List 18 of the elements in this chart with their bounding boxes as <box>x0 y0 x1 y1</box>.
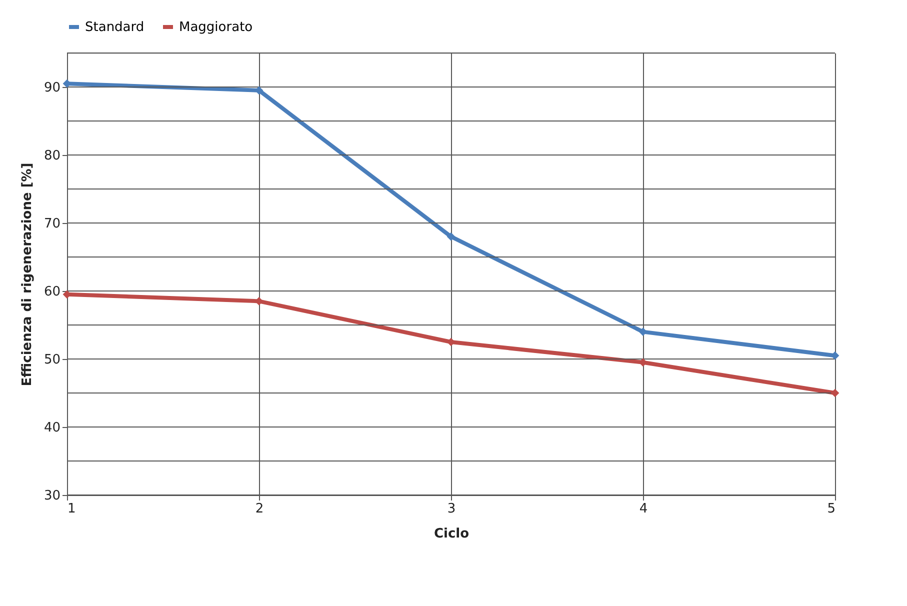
y-tick-label: 30 <box>44 488 60 504</box>
x-tick-label: 5 <box>827 502 836 516</box>
y-tick-label: 40 <box>44 420 60 436</box>
x-axis-title: Ciclo <box>434 526 470 542</box>
y-tick-label: 80 <box>44 148 60 164</box>
point <box>830 388 840 398</box>
y-tick-label: 70 <box>44 216 60 232</box>
x-tick-label: 1 <box>68 502 76 516</box>
y-tick-label: 90 <box>44 80 60 96</box>
y-tick-label: 50 <box>44 352 60 368</box>
legend-label: Maggiorato <box>179 20 253 35</box>
x-tick-label: 4 <box>639 502 648 516</box>
x-tick-label: 2 <box>255 502 264 516</box>
legend-label: Standard <box>85 20 144 35</box>
point <box>446 232 456 241</box>
x-tick-label: 3 <box>447 502 456 516</box>
y-axis-title: Efficienza di rigenerazione [%] <box>20 162 35 386</box>
y-tick-label: 60 <box>44 284 60 300</box>
